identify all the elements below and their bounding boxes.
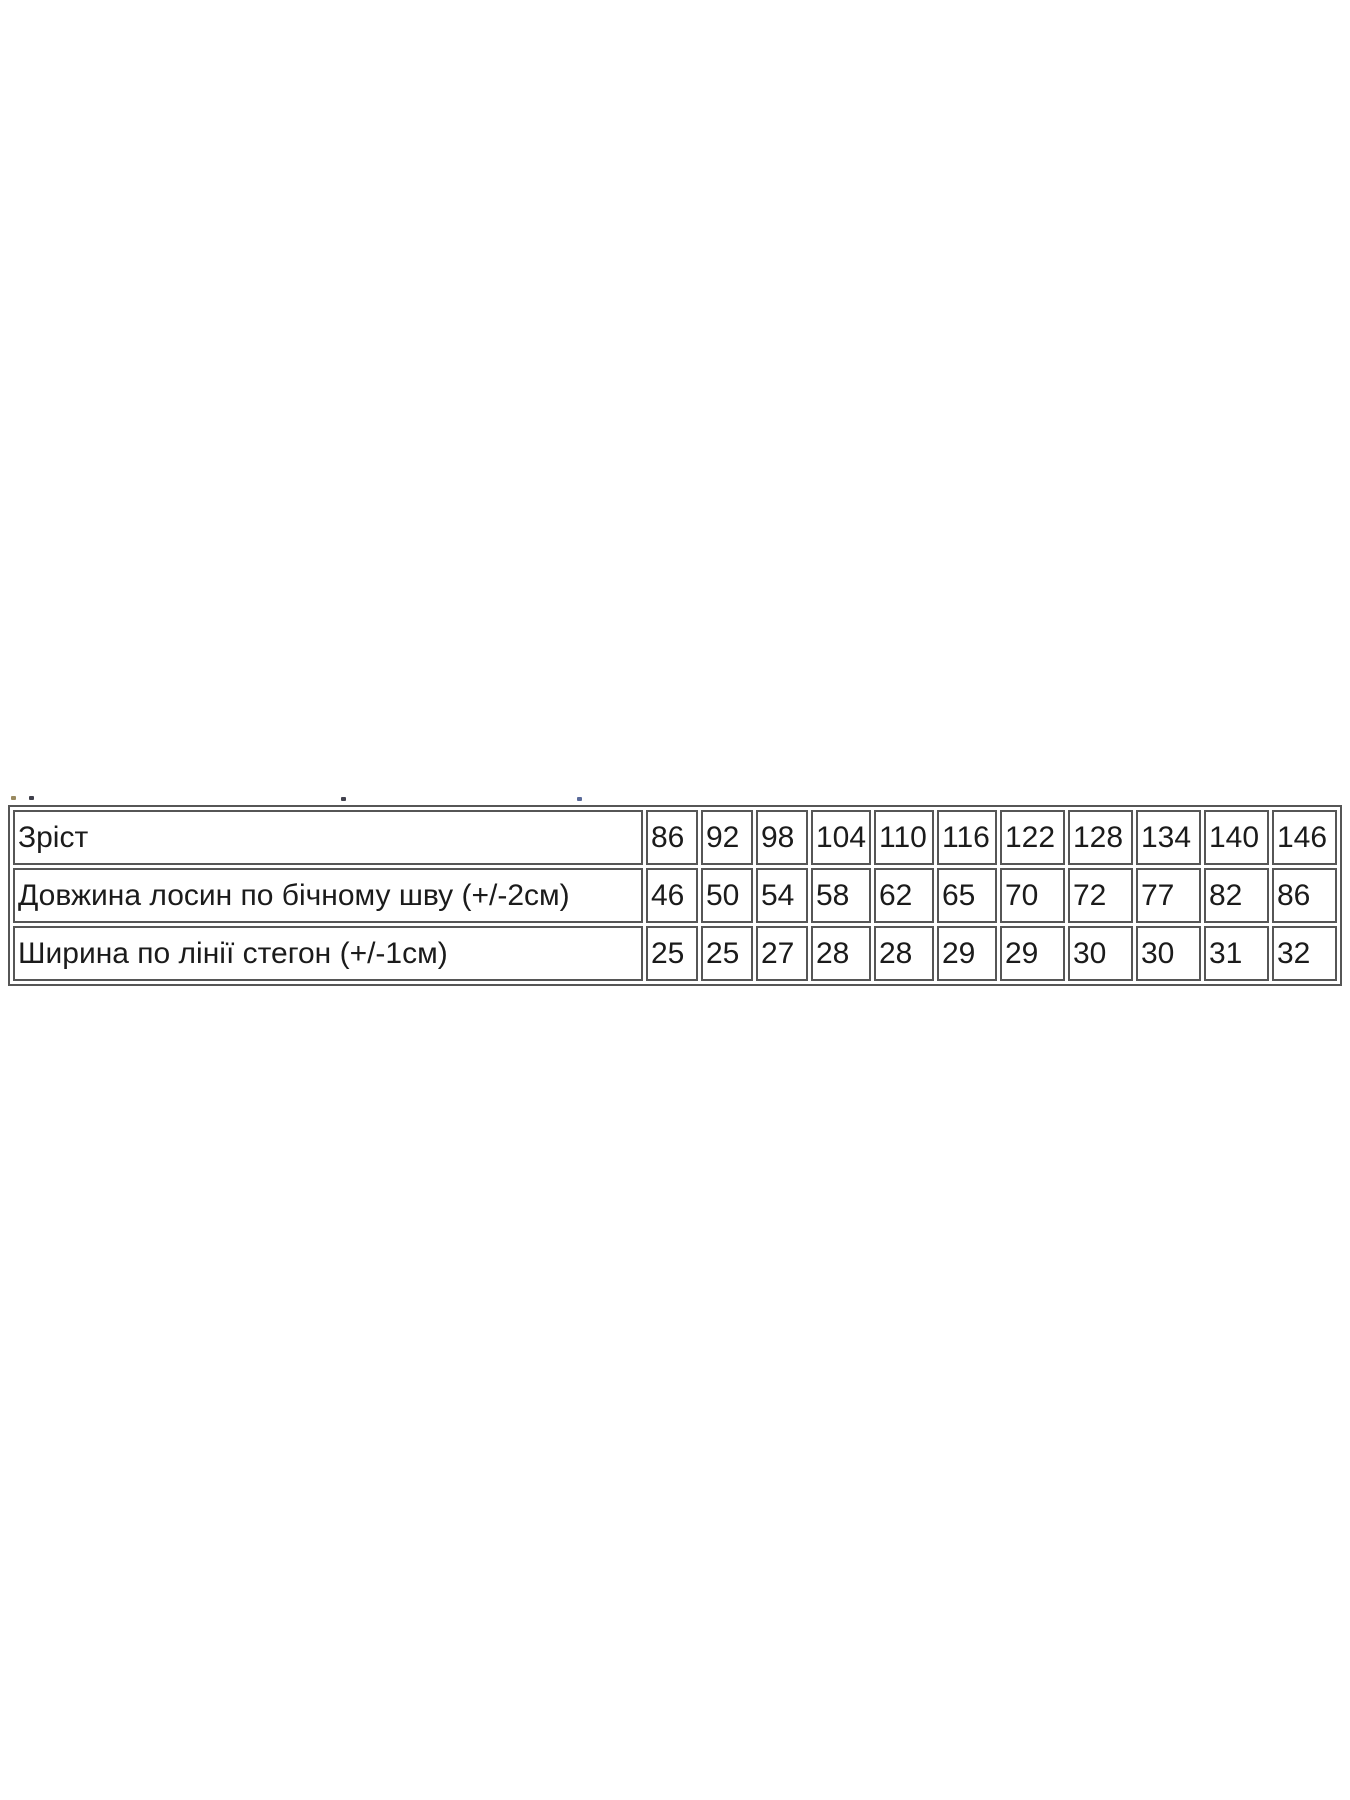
- value-cell: 50: [701, 868, 753, 923]
- clipped-text-dot: [577, 797, 582, 801]
- value-cell: 29: [1000, 926, 1065, 981]
- value-cell: 86: [646, 810, 698, 865]
- value-cell: 30: [1068, 926, 1133, 981]
- value-cell: 134: [1136, 810, 1201, 865]
- value-cell: 30: [1136, 926, 1201, 981]
- row-label-cell: Ширина по лінії стегон (+/-1см): [13, 926, 643, 981]
- size-table-body: Зріст 86 92 98 104 110 116 122 128 134 140 146 Довжи…: [13, 810, 1337, 981]
- value-cell: 92: [701, 810, 753, 865]
- clipped-text-dot: [341, 797, 346, 801]
- value-cell: 65: [937, 868, 997, 923]
- value-cell: 70: [1000, 868, 1065, 923]
- table-row: Ширина по лінії стегон (+/-1см) 25 25 27 28 2…: [13, 926, 1337, 981]
- value-cell: 110: [874, 810, 934, 865]
- value-cell: 77: [1136, 868, 1201, 923]
- value-cell: 104: [811, 810, 871, 865]
- value-cell: 46: [646, 868, 698, 923]
- value-cell: 25: [646, 926, 698, 981]
- value-cell: 29: [937, 926, 997, 981]
- clipped-text-dot: [29, 796, 34, 800]
- row-label-cell: Довжина лосин по бічному шву (+/-2см): [13, 868, 643, 923]
- value-cell: 140: [1204, 810, 1269, 865]
- value-cell: 27: [756, 926, 808, 981]
- value-cell: 82: [1204, 868, 1269, 923]
- value-cell: 122: [1000, 810, 1065, 865]
- size-table: Зріст 86 92 98 104 110 116 122 128 134 140 146 Довжи…: [8, 805, 1342, 986]
- value-cell: 62: [874, 868, 934, 923]
- value-cell: 28: [811, 926, 871, 981]
- value-cell: 58: [811, 868, 871, 923]
- value-cell: 86: [1272, 868, 1337, 923]
- table-row: Довжина лосин по бічному шву (+/-2см) 46 5…: [13, 868, 1337, 923]
- value-cell: 28: [874, 926, 934, 981]
- clipped-text-dot: [11, 796, 16, 800]
- value-cell: 116: [937, 810, 997, 865]
- row-label-cell: Зріст: [13, 810, 643, 865]
- value-cell: 146: [1272, 810, 1337, 865]
- value-cell: 128: [1068, 810, 1133, 865]
- value-cell: 98: [756, 810, 808, 865]
- table-row: Зріст 86 92 98 104 110 116 122 128 134 140 146: [13, 810, 1337, 865]
- value-cell: 54: [756, 868, 808, 923]
- value-cell: 31: [1204, 926, 1269, 981]
- value-cell: 25: [701, 926, 753, 981]
- value-cell: 32: [1272, 926, 1337, 981]
- value-cell: 72: [1068, 868, 1133, 923]
